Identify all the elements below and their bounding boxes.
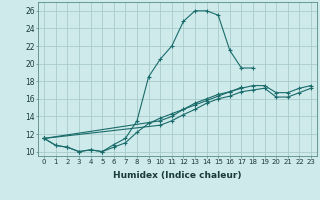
X-axis label: Humidex (Indice chaleur): Humidex (Indice chaleur) [113,171,242,180]
